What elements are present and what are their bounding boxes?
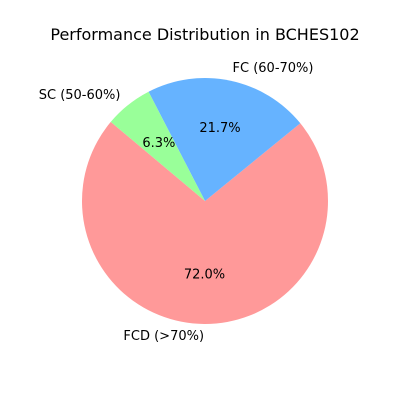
slice-label-sc-50-60: SC (50-60%) — [39, 88, 121, 103]
pct-label-fc-60-70: 21.7% — [199, 121, 240, 136]
pie-slices — [81, 78, 329, 324]
chart-title: Performance Distribution in BCHES102 — [50, 25, 359, 44]
pct-label-sc-50-60: 6.3% — [142, 136, 175, 151]
slice-label-fcd-70: FCD (>70%) — [123, 329, 204, 344]
pie-slice-fc-60-70 — [148, 78, 301, 201]
pie-labels: FCD (>70%) 72.0% FC (60-70%) 21.7% SC (50-60… — [39, 61, 314, 344]
slice-label-fc-60-70: FC (60-70%) — [233, 61, 314, 76]
pie-slice-sc-50-60 — [110, 91, 205, 201]
pct-label-fcd-70: 72.0% — [184, 267, 225, 282]
pie-slice-fcd-70 — [81, 121, 329, 324]
